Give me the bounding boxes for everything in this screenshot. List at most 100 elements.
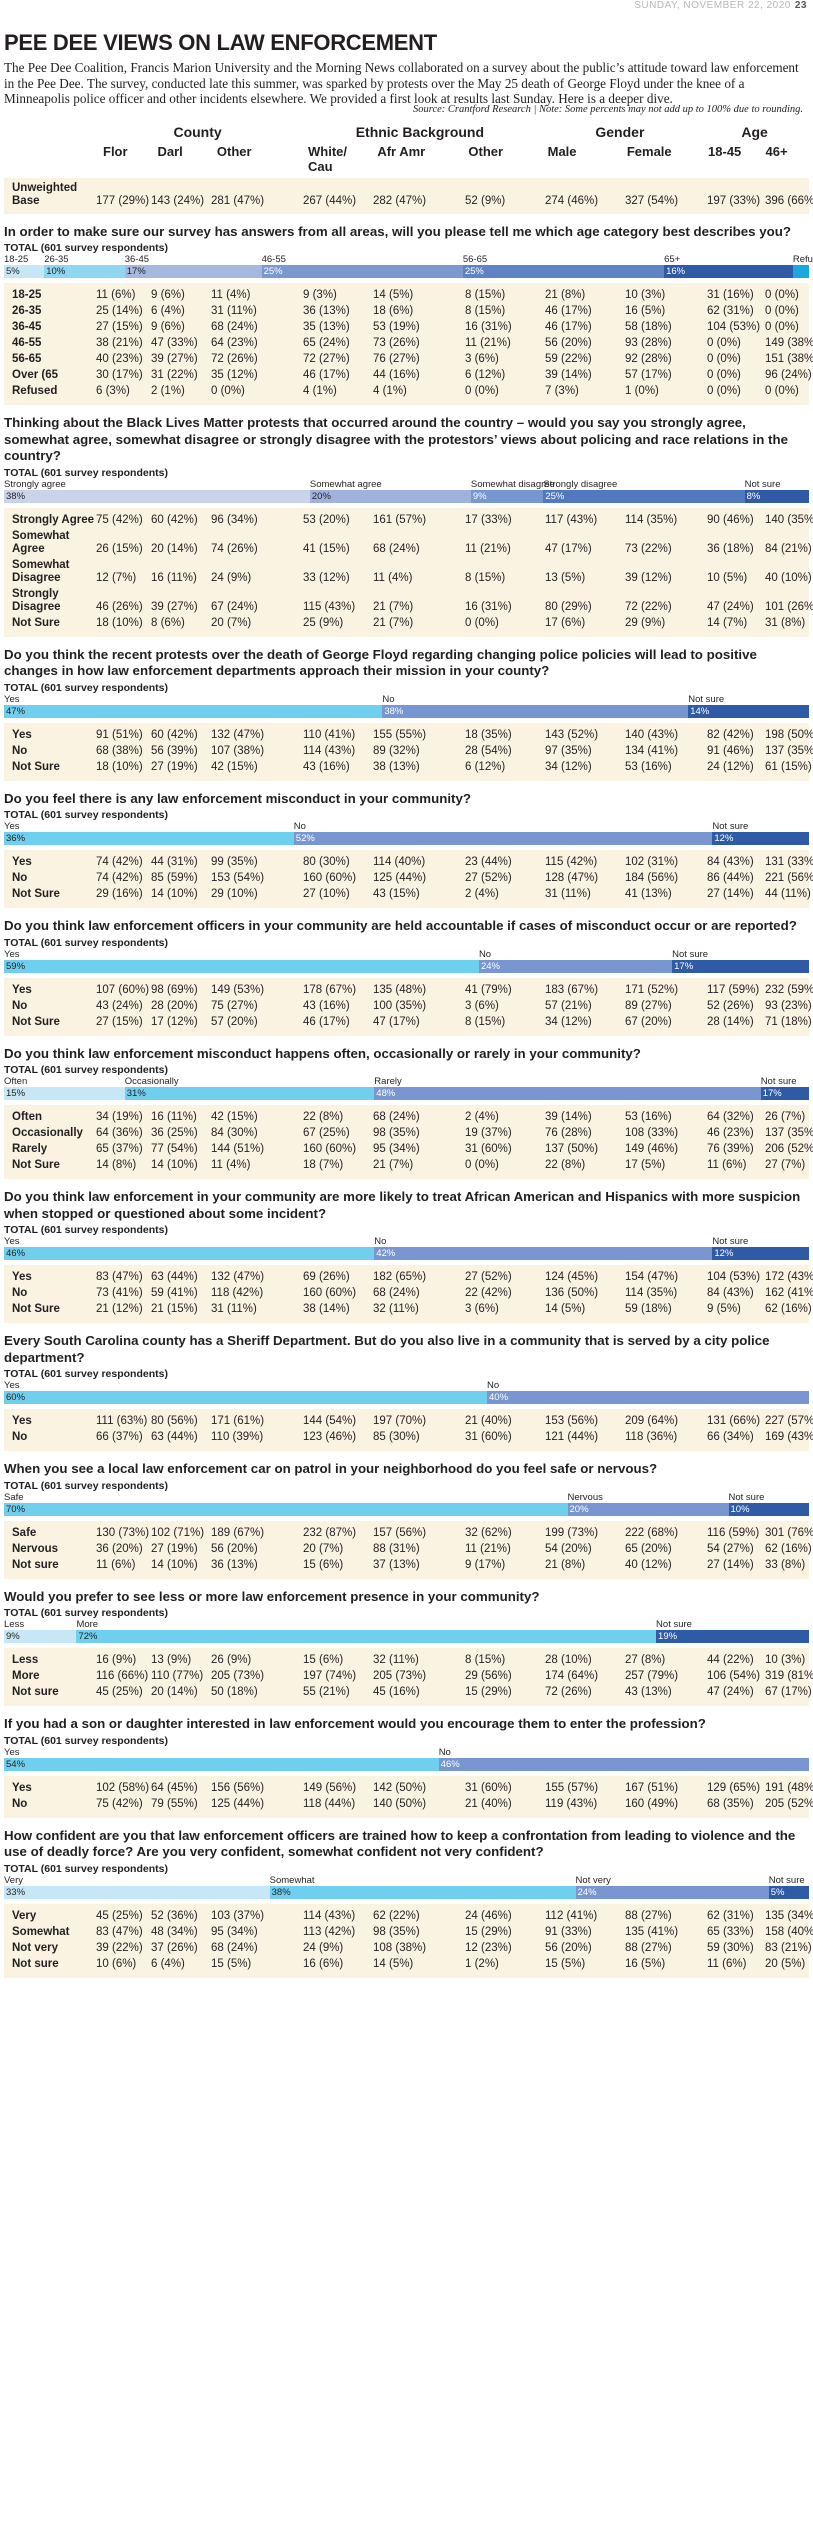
cell: 282 (47%): [373, 194, 427, 207]
cell: 114 (43%): [303, 1909, 356, 1922]
survey-question: How confident are you that law enforceme…: [4, 1828, 813, 1978]
row-label: No: [12, 999, 28, 1012]
cell: 47 (24%): [707, 600, 754, 613]
cell: 9 (6%): [151, 289, 185, 301]
cell: 25 (9%): [303, 616, 344, 629]
cell: 0 (0%): [465, 1159, 499, 1171]
group-header: County Ethnic Background Gender Age: [4, 120, 809, 140]
cell: 0 (0%): [707, 369, 741, 381]
cell: 28 (54%): [465, 744, 512, 757]
cell: 135 (41%): [625, 1925, 679, 1938]
bar-segment: 19%: [656, 1630, 809, 1643]
table-row: Somewhat Disagree 12 (7%) 16 (11%) 24 (9%) 3…: [4, 559, 812, 585]
cell: 123 (46%): [303, 1431, 357, 1443]
table-row: Rarely 65 (37%) 77 (54%) 144 (51%) 160 (60%)…: [4, 1143, 813, 1156]
table-row: Somewhat Agree 26 (15%) 20 (14%) 74 (26%) 41…: [4, 530, 812, 556]
row-label: No: [12, 1797, 28, 1810]
cell: 177 (29%): [96, 194, 150, 207]
cell: 21 (12%): [96, 1303, 143, 1315]
stacked-bar: 9% 72% 19%: [4, 1630, 809, 1643]
cell: 118 (36%): [625, 1431, 678, 1443]
cell: 171 (52%): [625, 983, 679, 996]
cell: 44 (22%): [707, 1654, 754, 1666]
table-row: Not sure 10 (6%) 6 (4%) 15 (5%) 16 (6%) 14 (5…: [4, 1958, 809, 1971]
cell: 85 (59%): [151, 872, 198, 884]
cell: 114 (35%): [625, 1287, 678, 1299]
row-label: Not Sure: [12, 1303, 60, 1315]
cell: 15 (6%): [303, 1558, 344, 1571]
cell: 45 (25%): [96, 1909, 143, 1922]
cell: 43 (13%): [625, 1686, 672, 1698]
cell: 73 (41%): [96, 1287, 143, 1299]
cell: 98 (69%): [151, 983, 198, 996]
cell: 11 (21%): [465, 542, 511, 555]
cell: 10 (3%): [625, 289, 666, 301]
bar-segment: 10%: [44, 265, 125, 278]
cell: 64 (36%): [96, 1127, 143, 1139]
cell: 43 (24%): [96, 999, 143, 1012]
cell: 29 (10%): [211, 888, 258, 900]
cell: 27 (7%): [765, 1159, 806, 1171]
cell: 124 (45%): [545, 1271, 599, 1283]
cell: 151 (38%): [765, 353, 813, 365]
bar-segment: 16%: [664, 265, 793, 278]
cell: 59 (30%): [707, 1941, 754, 1954]
cell: 3 (6%): [465, 1303, 499, 1315]
folio-date: SUNDAY, NOVEMBER 22, 2020: [634, 0, 791, 11]
cell: 17 (6%): [545, 616, 586, 629]
cell: 13 (9%): [151, 1654, 192, 1666]
cell: 21 (7%): [373, 600, 414, 613]
cell: 29 (16%): [96, 888, 143, 900]
cell: 30 (17%): [96, 369, 143, 381]
cell: 14 (5%): [545, 1303, 586, 1315]
table-row: Yes 83 (47%) 63 (44%) 132 (47%) 69 (26%) 182 …: [4, 1271, 813, 1284]
bar-segment: 20%: [567, 1502, 729, 1516]
cell: 23 (44%): [465, 856, 512, 868]
stacked-bar: 36% 52% 12%: [4, 832, 809, 845]
row-label: Not sure: [12, 1957, 59, 1970]
group-county: County: [173, 123, 222, 140]
question-table: Less 16 (9%) 13 (9%) 26 (9%) 15 (6%) 32 (11%)…: [4, 1648, 813, 1706]
cell: 16 (6%): [303, 1957, 344, 1970]
cell: 62 (31%): [707, 305, 754, 317]
cell: 221 (56%): [765, 872, 813, 884]
bar-segment: 17%: [124, 265, 262, 278]
cell: 118 (44%): [303, 1797, 356, 1810]
cell: 66 (37%): [96, 1431, 143, 1443]
cell: 77 (54%): [151, 1143, 198, 1155]
cell: 39 (22%): [96, 1941, 143, 1954]
group-gender: Gender: [595, 123, 645, 140]
cell: 46 (26%): [96, 600, 143, 613]
cell: 72 (26%): [545, 1686, 592, 1698]
stacked-bar: 33% 38% 24% 5%: [4, 1885, 809, 1899]
bar-segment: 17%: [672, 959, 809, 973]
bar-segment-labels: Strongly agree Somewhat agree Somewhat dis…: [4, 479, 809, 490]
cell: 10 (3%): [765, 1654, 806, 1666]
cell: 43 (16%): [303, 999, 350, 1012]
cell: 118 (42%): [211, 1287, 264, 1299]
cell: 92 (28%): [625, 353, 672, 365]
cell: 27 (10%): [303, 888, 350, 900]
cell: 13 (5%): [545, 571, 586, 584]
cell: 31 (60%): [465, 1781, 512, 1794]
cell: 171 (61%): [211, 1415, 265, 1427]
cell: 27 (15%): [96, 1015, 143, 1028]
row-label: Somewhat: [12, 1925, 70, 1938]
bar-segment: 46%: [4, 1247, 375, 1260]
segment-label: No: [293, 821, 306, 832]
cell: 37 (26%): [151, 1941, 198, 1954]
cell: 3 (6%): [465, 353, 499, 365]
cell: 44 (16%): [373, 369, 420, 381]
table-row: No 68 (38%) 56 (39%) 107 (38%) 114 (43%) 89 (…: [4, 744, 813, 758]
cell: 140 (50%): [373, 1797, 427, 1810]
question-title: Do you think law enforcement misconduct …: [4, 1045, 641, 1061]
table-row: Not Sure 21 (12%) 21 (15%) 31 (11%) 38 (14%)…: [4, 1303, 812, 1316]
cell: 102 (58%): [96, 1781, 150, 1794]
question-title: Thinking about the Black Lives Matter pr…: [4, 415, 788, 463]
cell: 39 (14%): [545, 1111, 592, 1123]
bar-segment-labels: 18-25 26-35 36-45 46-55 56-65 65+ Refused: 1%: [4, 254, 813, 265]
cell: 205 (73%): [211, 1670, 265, 1682]
cell: 183 (67%): [545, 983, 599, 996]
row-label: Yes: [12, 1271, 32, 1283]
bar-segment: 12%: [712, 832, 809, 845]
